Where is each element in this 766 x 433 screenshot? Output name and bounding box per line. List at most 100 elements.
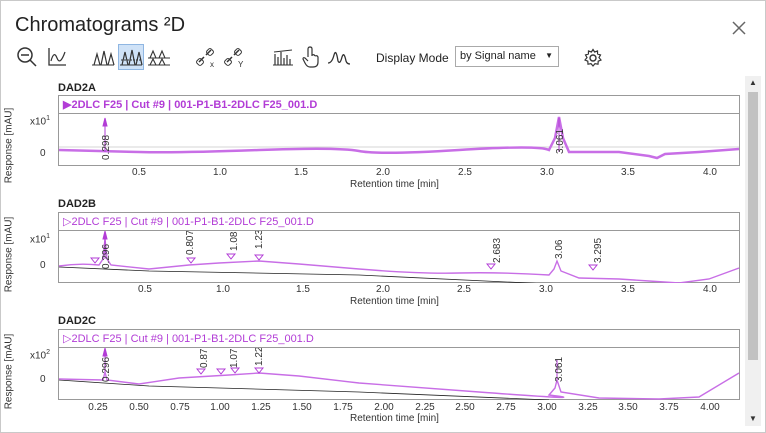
x-tick: 0.5 xyxy=(132,167,146,178)
x-tick: 2.25 xyxy=(415,402,435,413)
display-mode-label: Display Mode xyxy=(376,51,449,65)
zoom-out-button[interactable] xyxy=(14,44,40,70)
x-tick: 0.50 xyxy=(129,402,149,413)
x-tick: 1.50 xyxy=(292,402,312,413)
scroll-up-icon[interactable]: ▲ xyxy=(749,78,757,87)
y-exponent: x101 xyxy=(30,115,51,128)
series-legend[interactable]: ▷2DLC F25 | Cut #9 | 001-P1-B1-2DLC F25_… xyxy=(59,330,739,348)
pan-button[interactable] xyxy=(298,44,324,70)
svg-text:Y: Y xyxy=(238,60,244,68)
toolbar: x Y xyxy=(12,44,612,72)
x-tick: 1.75 xyxy=(333,402,353,413)
y-exponent: x101 xyxy=(30,233,51,246)
x-tick: 3.00 xyxy=(537,402,557,413)
overlay-view-button[interactable] xyxy=(118,44,144,70)
close-icon xyxy=(732,21,746,35)
x-tick: 4.00 xyxy=(700,402,720,413)
autoscale-button[interactable] xyxy=(44,44,70,70)
hand-pointer-icon xyxy=(302,46,319,68)
x-tick: 0.75 xyxy=(170,402,190,413)
x-tick: 4.0 xyxy=(703,284,717,295)
x-tick: 3.5 xyxy=(621,167,635,178)
x-tick: 4.0 xyxy=(703,167,717,178)
peak-label: 3.295 xyxy=(593,238,604,263)
display-mode-select[interactable]: by Signal name ▼ xyxy=(455,46,559,67)
peak-label: 1.083 xyxy=(229,231,240,251)
x-axis-label: Retention time [min] xyxy=(350,179,439,190)
peak-label: 3.061 xyxy=(554,357,565,382)
x-tick: 3.25 xyxy=(578,402,598,413)
peak-label: 0.296 xyxy=(101,244,112,269)
x-tick: 1.25 xyxy=(251,402,271,413)
peak-label: 1.22 xyxy=(254,348,265,366)
settings-button[interactable] xyxy=(583,48,603,73)
unlink-x-icon: x xyxy=(196,48,214,68)
peak-label: 0.296 xyxy=(101,357,112,382)
series-legend[interactable]: ▷2DLC F25 | Cut #9 | 001-P1-B1-2DLC F25_… xyxy=(59,213,739,231)
unlink-x-button[interactable]: x xyxy=(194,44,220,70)
zoom-out-icon xyxy=(17,47,37,67)
window-title: Chromatograms ²D xyxy=(15,14,186,36)
x-tick: 3.0 xyxy=(540,167,554,178)
y-axis-label: Response [mAU] xyxy=(3,107,15,184)
y-zero-tick: 0 xyxy=(40,148,46,159)
stacked-view-button[interactable] xyxy=(146,44,172,70)
chromatogram-trace: 0.296 0.87 1.07 1.22 3.061 xyxy=(59,348,739,400)
stacked-peaks-icon xyxy=(148,49,170,66)
x-tick: 1.0 xyxy=(216,284,230,295)
x-tick: 2.75 xyxy=(496,402,516,413)
y-zero-tick: 0 xyxy=(40,260,46,271)
x-tick: 2.0 xyxy=(376,284,390,295)
x-tick: 1.0 xyxy=(213,167,227,178)
chromatogram-trace: 0.298 3.061 xyxy=(59,116,739,160)
peak-label: 0.87 xyxy=(199,348,210,368)
gear-icon xyxy=(584,48,602,67)
close-button[interactable] xyxy=(730,19,748,37)
scroll-down-icon[interactable]: ▼ xyxy=(749,414,757,423)
unlink-y-button[interactable]: Y xyxy=(222,44,248,70)
baseline-button[interactable] xyxy=(270,44,296,70)
plot-area[interactable]: ▷2DLC F25 | Cut #9 | 001-P1-B1-2DLC F25_… xyxy=(58,329,740,400)
x-tick: 2.50 xyxy=(455,402,475,413)
display-mode-value: by Signal name xyxy=(460,50,536,62)
peak-label: 3.06 xyxy=(554,239,565,259)
x-tick: 1.5 xyxy=(296,284,310,295)
x-tick: 3.0 xyxy=(539,284,553,295)
peak-shape-button[interactable] xyxy=(326,44,352,70)
peak-label: 3.061 xyxy=(555,129,566,154)
x-tick: 3.75 xyxy=(659,402,679,413)
panel-dad2c: DAD2C Response [mAU] x102 0 ▷2DLC F25 | … xyxy=(0,311,744,429)
unlink-y-icon: Y xyxy=(224,48,244,68)
x-tick: 0.25 xyxy=(88,402,108,413)
peaks-icon xyxy=(92,50,115,66)
peak-label: 0.298 xyxy=(101,135,112,160)
panel-title: DAD2A xyxy=(58,82,96,94)
y-axis-label: Response [mAU] xyxy=(3,333,15,410)
plot-area[interactable]: ▷2DLC F25 | Cut #9 | 001-P1-B1-2DLC F25_… xyxy=(58,212,740,283)
chevron-down-icon: ▼ xyxy=(545,51,553,60)
peak-label: 1.07 xyxy=(229,348,240,368)
panel-dad2b: DAD2B Response [mAU] x101 0 ▷2DLC F25 | … xyxy=(0,194,744,310)
peak-label: 2.683 xyxy=(492,238,503,263)
peaks-view-button[interactable] xyxy=(90,44,116,70)
x-tick: 0.5 xyxy=(138,284,152,295)
x-tick: 2.5 xyxy=(457,284,471,295)
x-tick: 2.0 xyxy=(376,167,390,178)
y-zero-tick: 0 xyxy=(40,374,46,385)
panel-dad2a: DAD2A Response [mAU] x101 0 ▶2DLC F25 | … xyxy=(0,78,744,190)
series-legend[interactable]: ▶2DLC F25 | Cut #9 | 001-P1-B1-2DLC F25_… xyxy=(59,96,739,114)
svg-text:x: x xyxy=(210,60,214,68)
panel-title: DAD2C xyxy=(58,315,96,327)
x-tick: 1.5 xyxy=(294,167,308,178)
axis-scale-icon xyxy=(48,48,66,66)
chromatogram-trace: 0.296 0.807 1.083 1.23 2.683 3.06 3.295 xyxy=(59,231,739,283)
plot-area[interactable]: ▶2DLC F25 | Cut #9 | 001-P1-B1-2DLC F25_… xyxy=(58,95,740,166)
peak-label: 1.23 xyxy=(254,231,265,249)
x-tick: 3.5 xyxy=(621,284,635,295)
panel-title: DAD2B xyxy=(58,198,96,210)
x-tick: 1.00 xyxy=(210,402,230,413)
x-axis-label: Retention time [min] xyxy=(350,296,439,307)
scrollbar-thumb[interactable] xyxy=(748,92,758,360)
vertical-scrollbar[interactable]: ▲ ▼ xyxy=(745,76,761,426)
overlay-peaks-icon xyxy=(120,49,143,66)
